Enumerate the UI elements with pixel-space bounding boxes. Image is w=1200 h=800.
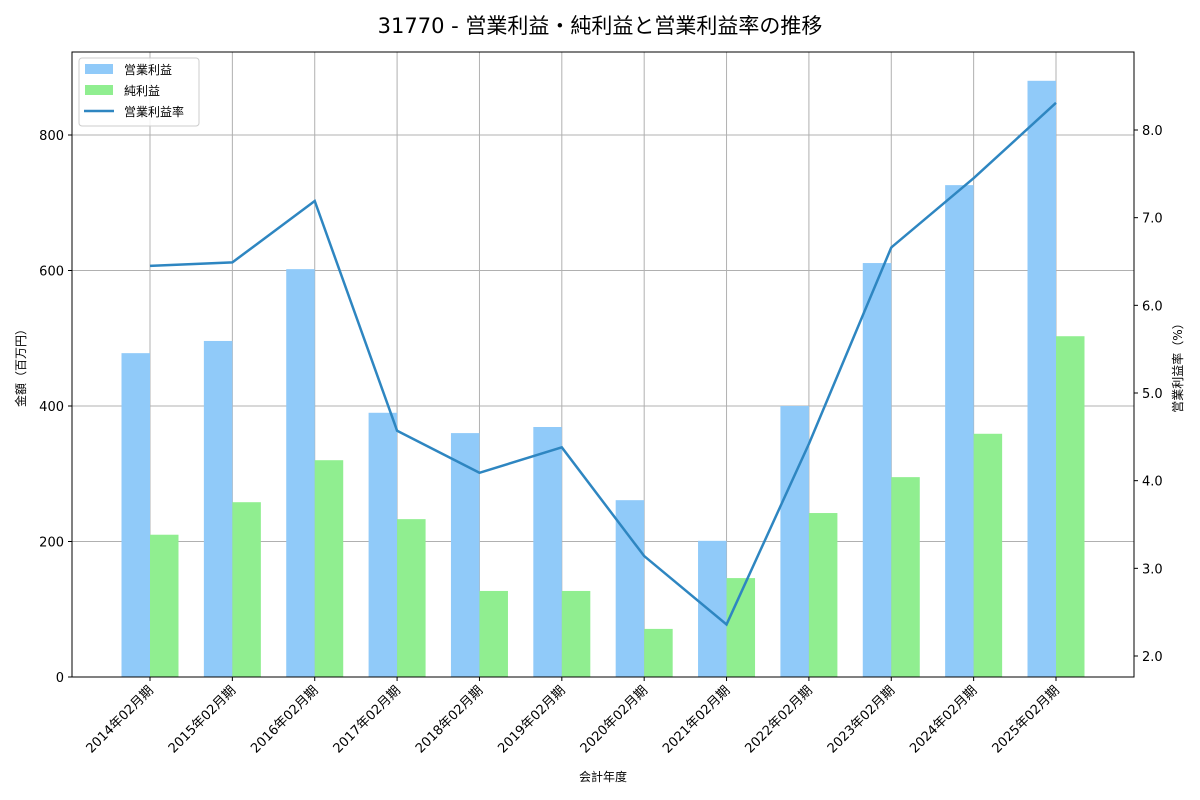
bar-net-profit [479, 590, 508, 677]
left-axis-ticks: 0 200 400 600 800 [39, 129, 72, 686]
line-series [149, 101, 1057, 627]
bar-series [121, 80, 1085, 678]
plot-frame [71, 51, 1135, 678]
y2-tick-label: 2.0 [1142, 650, 1163, 665]
bar-net-profit [397, 519, 426, 677]
bar-net-profit [891, 477, 920, 677]
y-axis-label: 金額（百万円） [13, 323, 28, 407]
bar-operating-profit [533, 427, 562, 677]
legend-box [78, 57, 200, 127]
x-axis-ticks: 2014年02月期 2015年02月期 2016年02月期 2017年02月期 2018… [84, 677, 1063, 757]
y-tick-label: 800 [39, 129, 64, 144]
bar-net-profit [314, 460, 344, 677]
bar-net-profit [561, 590, 591, 677]
bar-operating-profit [1027, 80, 1056, 678]
x-axis-label: 会計年度 [579, 769, 627, 784]
bar-net-profit [808, 513, 838, 677]
bar-operating-profit [286, 269, 315, 677]
y-tick-label: 400 [39, 400, 64, 415]
x-tick-label: 2024年02月期 [907, 683, 980, 756]
bar-net-profit [973, 433, 1003, 677]
bar-operating-profit [698, 540, 727, 677]
x-tick-label: 2014年02月期 [84, 683, 157, 756]
x-tick-label: 2023年02月期 [825, 683, 898, 756]
bar-net-profit [644, 628, 673, 677]
x-tick-label: 2020年02月期 [578, 683, 651, 756]
bar-net-profit [232, 502, 261, 677]
x-tick-label: 2025年02月期 [990, 683, 1063, 756]
x-tick-label: 2019年02月期 [495, 683, 568, 756]
legend-swatch-operating-profit [85, 64, 113, 74]
bar-operating-profit [780, 406, 809, 677]
bar-operating-profit [203, 340, 233, 677]
x-tick-label: 2018年02月期 [413, 683, 486, 756]
y-tick-label: 0 [56, 671, 64, 686]
y2-tick-label: 4.0 [1142, 475, 1163, 490]
y-tick-label: 600 [39, 265, 64, 280]
y-tick-label: 200 [39, 536, 64, 551]
bar-operating-profit [121, 353, 150, 677]
x-tick-label: 2022年02月期 [742, 683, 815, 756]
legend-label-operating-profit: 営業利益 [124, 63, 172, 77]
y2-tick-label: 3.0 [1142, 562, 1163, 577]
legend-swatch-net-profit [85, 85, 113, 95]
x-tick-label: 2016年02月期 [248, 683, 321, 756]
bar-net-profit [1056, 336, 1085, 677]
y2-axis-label: 営業利益率（%） [1170, 317, 1185, 412]
bar-operating-profit [450, 433, 480, 677]
y2-tick-label: 5.0 [1142, 387, 1163, 402]
legend-label-margin: 営業利益率 [124, 104, 184, 119]
x-tick-label: 2015年02月期 [166, 683, 239, 756]
bar-operating-profit [862, 263, 892, 677]
chart-title: 31770 - 営業利益・純利益と営業利益率の推移 [377, 14, 823, 38]
y2-tick-label: 7.0 [1142, 212, 1163, 227]
bar-net-profit [150, 534, 179, 677]
legend: 営業利益 純利益 営業利益率 [78, 57, 200, 127]
x-tick-label: 2017年02月期 [331, 683, 404, 756]
legend-label-net-profit: 純利益 [124, 84, 160, 98]
y2-tick-label: 8.0 [1142, 124, 1163, 139]
line-operating-margin [149, 101, 1057, 627]
bar-operating-profit [368, 412, 398, 677]
y2-tick-label: 6.0 [1142, 299, 1163, 314]
right-axis-ticks: 2.0 3.0 4.0 5.0 6.0 7.0 8.0 [1134, 124, 1163, 665]
bar-operating-profit [945, 185, 974, 677]
x-tick-label: 2021年02月期 [660, 683, 733, 756]
bar-operating-profit [615, 500, 645, 677]
